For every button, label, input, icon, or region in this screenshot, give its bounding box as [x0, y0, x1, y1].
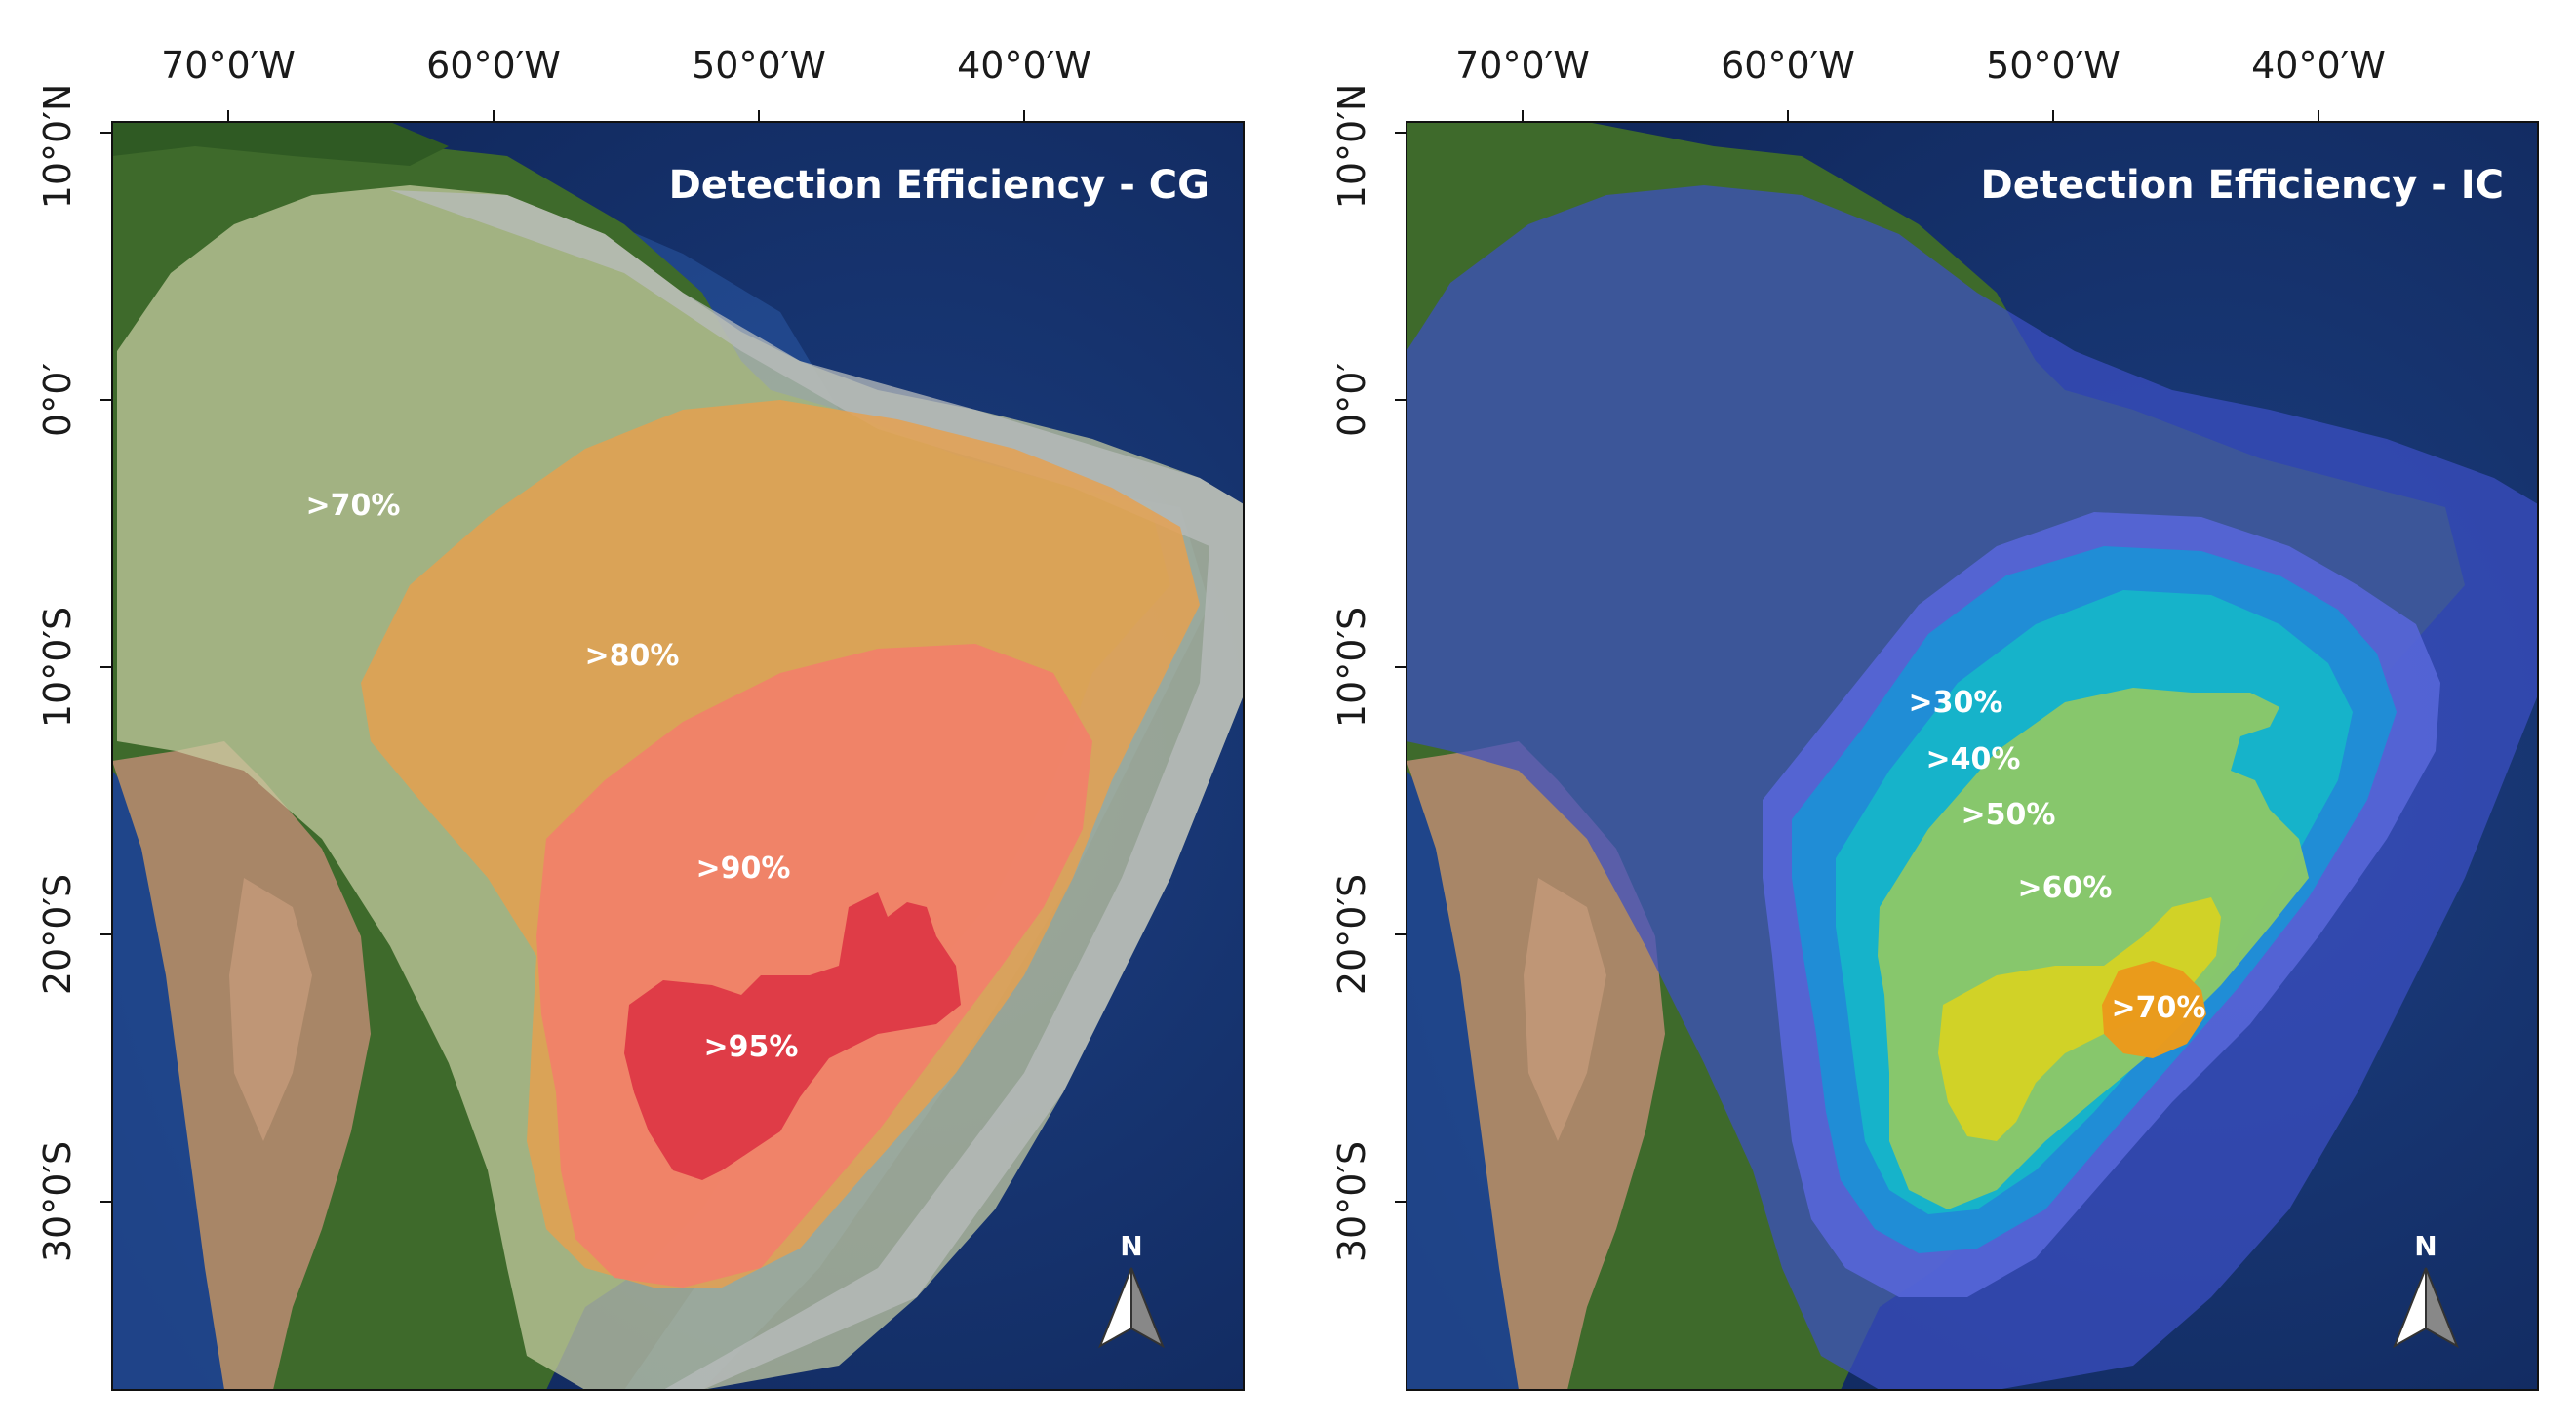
- zone-label-70: >70%: [2112, 991, 2206, 1025]
- map-ic-svg: 70°0′W 60°0′W 50°0′W 40°0′W 10°0′N 0°0′ …: [1330, 44, 2539, 1391]
- map-title: Detection Efficiency - IC: [1981, 163, 2504, 208]
- lat-tick-label: 10°0′S: [36, 607, 79, 728]
- lon-tick-label: 50°0′W: [1986, 44, 2120, 87]
- zone-label-30: >30%: [1909, 686, 2003, 720]
- map-panel-cg: 70°0′W 60°0′W 50°0′W 40°0′W 10°0′N 0°0′ …: [0, 0, 1268, 1427]
- lat-tick-label: 30°0′S: [36, 1141, 79, 1262]
- zone-label-40: >40%: [1926, 742, 2021, 776]
- map-ic-frame-content: [1407, 122, 2538, 1390]
- svg-text:N: N: [2414, 1230, 2437, 1262]
- map-cg-border: [111, 121, 1245, 1391]
- lat-ticks-cg: 10°0′N 0°0′ 10°0′S 20°0′S 30°0′S: [36, 84, 112, 1262]
- lon-tick-label: 60°0′W: [1721, 44, 1855, 87]
- lat-tick-label: 10°0′N: [1330, 84, 1373, 210]
- map-cg-svg: 70°0′W 60°0′W 50°0′W 40°0′W 10°0′N 0°0′ …: [36, 44, 1245, 1391]
- svg-text:N: N: [1120, 1230, 1142, 1262]
- lon-tick-label: 70°0′W: [161, 44, 296, 87]
- lon-tick-label: 50°0′W: [692, 44, 826, 87]
- north-arrow-icon: N: [1098, 1230, 1165, 1349]
- lat-tick-label: 30°0′S: [1330, 1141, 1373, 1262]
- lon-ticks-cg: 70°0′W 60°0′W 50°0′W 40°0′W: [161, 44, 1091, 122]
- map-title: Detection Efficiency - CG: [669, 163, 1209, 208]
- zone-ic-65: [1938, 897, 2221, 1141]
- lon-tick-label: 70°0′W: [1455, 44, 1590, 87]
- lat-tick-label: 10°0′N: [36, 84, 79, 210]
- lon-tick-label: 40°0′W: [2251, 44, 2386, 87]
- pacific-shelf: [1407, 761, 1519, 1390]
- lon-tick-label: 60°0′W: [426, 44, 561, 87]
- map-cg-frame-content: [112, 122, 1244, 1390]
- zone-label-50: >50%: [1962, 798, 2056, 832]
- lon-tick-label: 40°0′W: [957, 44, 1091, 87]
- lat-tick-label: 0°0′: [36, 363, 79, 437]
- lat-tick-label: 10°0′S: [1330, 607, 1373, 728]
- lat-tick-label: 20°0′S: [36, 874, 79, 995]
- map-panel-ic: 70°0′W 60°0′W 50°0′W 40°0′W 10°0′N 0°0′ …: [1294, 0, 2562, 1427]
- zone-label-90: >90%: [696, 852, 791, 886]
- pacific-shelf: [112, 761, 224, 1390]
- zone-cg-95: [624, 892, 961, 1180]
- zone-cg-70-coastal: [390, 190, 1244, 1390]
- lat-ticks-ic: 10°0′N 0°0′ 10°0′S 20°0′S 30°0′S: [1330, 84, 1407, 1262]
- map-ic-border: [1406, 121, 2539, 1391]
- northern-coast: [112, 122, 449, 166]
- zone-label-95: >95%: [704, 1030, 799, 1064]
- altiplano: [1524, 878, 1606, 1141]
- altiplano: [229, 878, 312, 1141]
- north-arrow-icon: N: [2393, 1230, 2459, 1349]
- lon-ticks-ic: 70°0′W 60°0′W 50°0′W 40°0′W: [1455, 44, 2386, 122]
- zone-label-60: >60%: [2018, 871, 2113, 905]
- zone-label-70: >70%: [306, 489, 401, 523]
- zone-label-80: >80%: [585, 639, 680, 673]
- lat-tick-label: 20°0′S: [1330, 874, 1373, 995]
- zone-ic-70: [2102, 961, 2206, 1058]
- lat-tick-label: 0°0′: [1330, 363, 1373, 437]
